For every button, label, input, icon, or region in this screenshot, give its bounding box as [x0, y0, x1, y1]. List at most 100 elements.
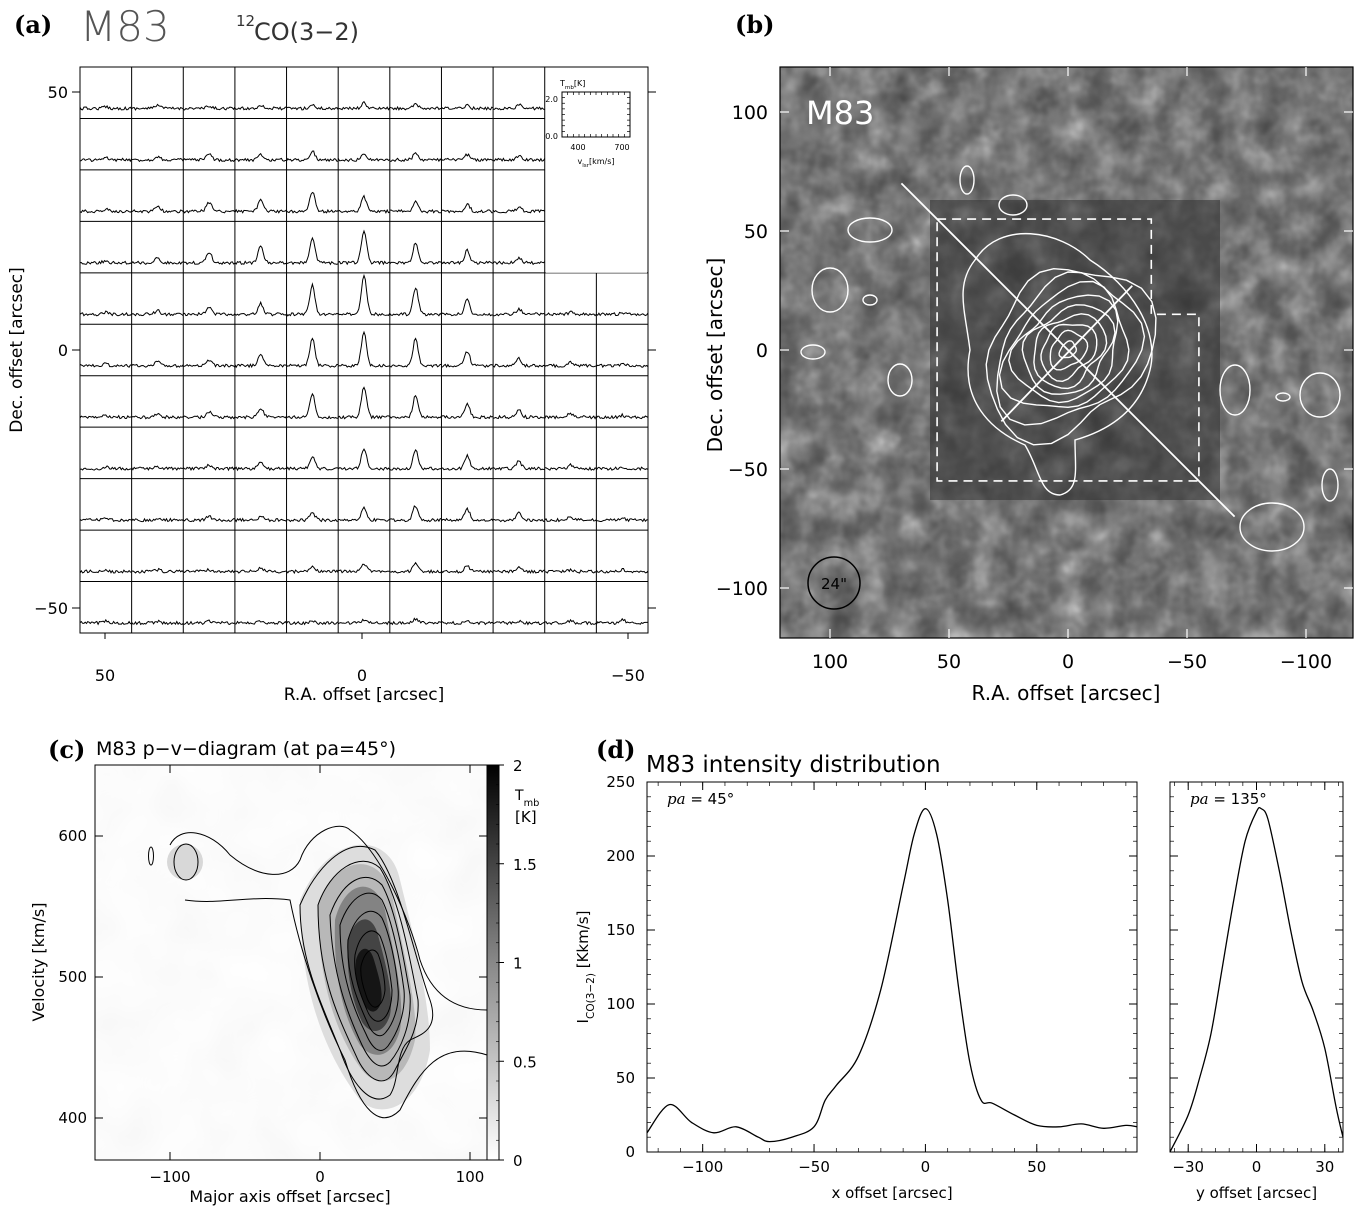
- panel-a-spectrum: [234, 245, 287, 266]
- panel-b-mapped-region: [936, 218, 1200, 482]
- panel-b-contour-blob: [800, 344, 826, 360]
- panel-d-right-xtick-label: 30: [1315, 1158, 1334, 1176]
- panel-b-contour: [1008, 294, 1119, 404]
- panel-a-spectrum: [131, 103, 184, 111]
- panel-d-ytick-label: 200: [606, 847, 635, 865]
- panel-a-spectrum: [544, 310, 597, 317]
- panel-a-spectrum: [79, 465, 132, 471]
- panel-a-spectrum: [596, 412, 649, 420]
- panel-a-spectrum: [131, 465, 184, 471]
- panel-c-contour: [339, 892, 405, 1051]
- panel-a-spectrum: [79, 207, 132, 214]
- panel-b-contour: [1040, 323, 1098, 383]
- panel-a-spectrum: [595, 617, 649, 625]
- panel-a-spectrum: [441, 153, 494, 162]
- panel-a-spectrum: [286, 512, 339, 523]
- panel-a-spectrum: [337, 153, 391, 163]
- panel-a-spectrum: [492, 619, 545, 626]
- panel-b-contour: [996, 271, 1146, 426]
- panel-d-left-series-line: [646, 807, 1138, 1143]
- panel-a-spectrum: [493, 511, 545, 523]
- panel-c-pv-diagram: 2 1.5 1 0.5 0 Tmb[K] −100 0 100 600 500 400 Major ax…: [29, 757, 539, 1206]
- panel-a-spectrum: [337, 386, 390, 420]
- panel-c-contour: [173, 843, 199, 881]
- panel-a-spectrum: [79, 310, 132, 317]
- panel-a-spectrum: [234, 198, 287, 214]
- panel-a-spectrum: [389, 199, 442, 214]
- panel-d-left-xlabel: x offset [arcsec]: [831, 1184, 952, 1202]
- panel-c-contour: [148, 846, 154, 866]
- panel-c-contour: [317, 860, 419, 1082]
- panel-a-spectrum: [79, 414, 132, 420]
- panel-b-xtick-label: 100: [812, 651, 848, 673]
- panel-a-spectrum: [234, 104, 287, 111]
- panel-a-spectrum: [492, 460, 545, 471]
- panel-a-spectrum: [595, 568, 649, 574]
- panel-a-spectrum: [131, 205, 184, 214]
- panel-a-spectrum: [234, 515, 287, 523]
- panel-a-spectrum: [79, 568, 132, 574]
- panel-d-right-xtick-label: 0: [1252, 1158, 1262, 1176]
- panel-a-spectrum: [441, 248, 494, 266]
- panel-a-spectrum: [131, 517, 184, 523]
- panel-c-title: M83 p−v−diagram (at pa=45°): [96, 738, 397, 760]
- panel-a-spectrum: [441, 506, 494, 522]
- panel-a-spectrum: [182, 153, 236, 163]
- panel-a-inset-xlabel: vlsr[km/s]: [577, 157, 614, 169]
- panel-a-inset-area: [545, 68, 647, 273]
- panel-b-ylabel: Dec. offset [arcsec]: [703, 258, 727, 453]
- panel-d-right-xtick-label: −30: [1172, 1158, 1204, 1176]
- panel-b-major-axis: [900, 182, 1236, 518]
- panel-a-spectrum: [441, 103, 494, 111]
- panel-c-colorbar-tick-label: 1: [513, 955, 523, 973]
- panel-b-map: 24" M83 100 50 0 −50 −100 100 50 0 −50 −100 R.A. off…: [703, 66, 1354, 705]
- panel-a-spectrum: [596, 517, 649, 523]
- panel-b-ytick-label: −100: [716, 578, 768, 600]
- panel-b-object-label: M83: [806, 94, 874, 132]
- panel-a-spectrum: [286, 103, 339, 111]
- panel-d-right-frame: [1169, 781, 1344, 1153]
- panel-c-colorbar-tick-label: 2: [513, 757, 523, 775]
- panel-a-label: (a): [14, 10, 53, 39]
- panel-d-label: (d): [596, 735, 636, 764]
- panel-a-spectrum: [131, 360, 184, 369]
- panel-c-contour: [184, 898, 488, 1119]
- panel-a-spectrum: [79, 618, 132, 626]
- panel-a-spectrum: [492, 356, 545, 368]
- panel-a-line-title: CO(3−2): [254, 18, 360, 46]
- panel-b-minor-axis: [1000, 285, 1133, 423]
- panel-a-spectrum: [286, 392, 339, 420]
- panel-a-spectrum: [286, 282, 339, 317]
- panel-b-ytick-label: 0: [756, 340, 768, 362]
- panel-b-contour-blob: [1321, 468, 1339, 502]
- panel-a-spectrum: [131, 412, 184, 420]
- panel-a-ytick-label: −50: [34, 599, 68, 618]
- panel-b-contour: [985, 267, 1157, 446]
- panel-a-spectrum: [131, 619, 184, 626]
- panel-a-spectrum: [338, 563, 390, 574]
- panel-a-spectrum: [493, 103, 545, 111]
- panel-c-background: [95, 765, 487, 1160]
- panel-a-spectrum: [234, 152, 287, 163]
- panel-a-spectrum: [389, 617, 442, 626]
- panel-a-spectrum: [441, 453, 494, 471]
- panel-a-spectrum: [183, 105, 236, 111]
- panel-c-colorbar-label: Tmb: [514, 788, 539, 809]
- panel-c-ytick-label: 500: [58, 968, 87, 986]
- panel-a-spectrum: [234, 353, 287, 369]
- panel-a-spectrum: [389, 394, 442, 419]
- panel-b-contour-blob: [1275, 392, 1291, 402]
- panel-a-spectrum: [338, 506, 391, 523]
- panel-a-spectrum: [389, 242, 442, 265]
- panel-a-inset-xtick: 400: [570, 143, 585, 152]
- panel-d-left-xtick-label: −50: [798, 1158, 830, 1176]
- panel-a-inset-ytick: 2.0: [545, 95, 558, 104]
- panel-b-contour: [1021, 304, 1116, 395]
- panel-a-spectrum: [492, 565, 545, 574]
- panel-d-ytick-label: 50: [616, 1069, 635, 1087]
- panel-a-spectrum: [389, 505, 442, 523]
- panel-d-ytick-label: 0: [625, 1143, 635, 1161]
- panel-b-contour-blob: [847, 217, 893, 243]
- panel-a-spectrum: [337, 229, 390, 266]
